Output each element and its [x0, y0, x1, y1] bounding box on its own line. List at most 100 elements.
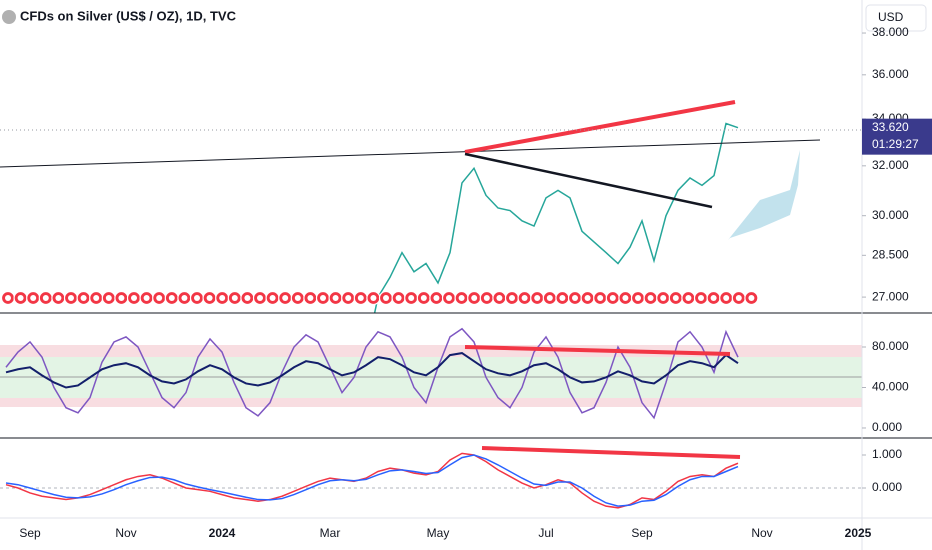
event-icon-inner: [55, 295, 62, 301]
event-icon-inner: [723, 295, 730, 301]
last-price: 33.620: [872, 120, 909, 134]
event-icon-inner: [357, 295, 364, 301]
x-tick-label: Sep: [19, 526, 41, 540]
series-line: [373, 122, 739, 313]
event-icon-inner: [496, 295, 503, 301]
event-icon-inner: [748, 295, 755, 301]
event-icon-inner: [408, 295, 415, 301]
y-tick-label: 30.000: [872, 208, 909, 222]
event-icon-inner: [282, 295, 289, 301]
series-line: [5, 352, 739, 389]
event-icon-inner: [269, 295, 276, 301]
event-icon-inner: [660, 295, 667, 301]
event-icon-inner: [294, 295, 301, 301]
event-icon-inner: [710, 295, 717, 301]
x-tick-label: Jul: [538, 526, 553, 540]
overbought-band: [0, 345, 862, 357]
event-icon-inner: [471, 295, 478, 301]
y-tick-label: 80.000: [872, 339, 909, 353]
event-icon-inner: [685, 295, 692, 301]
event-icon-inner: [17, 295, 24, 301]
event-icon-inner: [647, 295, 654, 301]
x-tick-label: 2024: [209, 526, 236, 540]
currency-button[interactable]: [865, 4, 927, 32]
event-icon-inner: [572, 295, 578, 301]
event-icon-inner: [93, 295, 100, 301]
event-icon-inner: [559, 295, 566, 301]
series-line: [5, 454, 739, 507]
y-tick-label: 0.000: [872, 420, 902, 434]
oversold-band: [0, 398, 862, 407]
countdown: 01:29:27: [872, 137, 919, 151]
event-icon-inner: [194, 295, 200, 301]
x-tick-label: 2025: [845, 526, 872, 540]
event-icon-inner: [118, 295, 125, 301]
event-icon-inner: [635, 295, 641, 301]
trendline: [0, 139, 821, 168]
event-icon-inner: [131, 295, 137, 301]
event-icon-inner: [68, 295, 74, 301]
last-price-box: [862, 118, 932, 155]
event-icon-inner: [597, 295, 604, 301]
event-icon-inner: [80, 295, 87, 301]
event-icon-inner: [420, 295, 427, 301]
event-icon-inner: [609, 295, 616, 301]
event-icon-inner: [698, 295, 704, 301]
event-icon-inner: [206, 295, 213, 301]
event-icon-inner: [534, 295, 541, 301]
event-icon-inner: [345, 295, 352, 301]
event-icon-inner: [30, 295, 37, 301]
trendline: [464, 345, 731, 356]
trendline: [481, 446, 741, 459]
event-icon-inner: [168, 295, 175, 301]
event-icon-inner: [521, 295, 528, 301]
event-icon-inner: [458, 295, 465, 301]
event-icon-inner: [672, 295, 679, 301]
event-icon-inner: [307, 295, 314, 301]
trendline: [464, 152, 713, 209]
event-icon-inner: [320, 295, 326, 301]
x-tick-label: Nov: [751, 526, 772, 540]
y-tick-label: 27.000: [872, 289, 909, 303]
event-icon-inner: [244, 295, 251, 301]
event-icon-inner: [231, 295, 238, 301]
x-tick-label: Nov: [115, 526, 136, 540]
event-icon-inner: [370, 295, 377, 301]
event-icon-inner: [546, 295, 553, 301]
event-icon-inner: [181, 295, 188, 301]
event-icon-inner: [735, 295, 742, 301]
chart-title: CFDs on Silver (US$ / OZ), 1D, TVC: [20, 8, 237, 23]
currency[interactable]: USD: [878, 10, 904, 24]
event-icon-inner: [584, 295, 591, 301]
event-icon-inner: [42, 295, 49, 301]
event-icon-inner: [509, 295, 515, 301]
event-icon-inner: [156, 295, 163, 301]
y-tick-label: 1.000: [872, 447, 902, 461]
y-tick-label: 38.000: [872, 25, 909, 39]
y-tick-label: 32.000: [872, 158, 909, 172]
cloud: [728, 150, 800, 240]
event-icon-inner: [5, 295, 11, 301]
event-icon-inner: [332, 295, 339, 301]
series-line: [5, 452, 739, 509]
event-icon-inner: [483, 295, 490, 301]
x-tick-label: May: [427, 526, 450, 540]
symbol-icon: [2, 10, 16, 24]
event-icon-inner: [446, 295, 452, 301]
event-icon-inner: [622, 295, 629, 301]
event-icon-inner: [383, 295, 389, 301]
event-icon-inner: [257, 295, 263, 301]
y-tick-label: 28.500: [872, 247, 909, 261]
event-icon-inner: [219, 295, 226, 301]
event-icon-inner: [105, 295, 112, 301]
marks: [0, 122, 759, 509]
y-tick-label: 36.000: [872, 67, 909, 81]
x-tick-label: Mar: [320, 526, 341, 540]
event-icon-inner: [395, 295, 402, 301]
event-icon-inner: [143, 295, 150, 301]
trendline: [464, 100, 736, 154]
x-tick-label: Sep: [631, 526, 653, 540]
y-tick-label: 40.000: [872, 380, 909, 394]
